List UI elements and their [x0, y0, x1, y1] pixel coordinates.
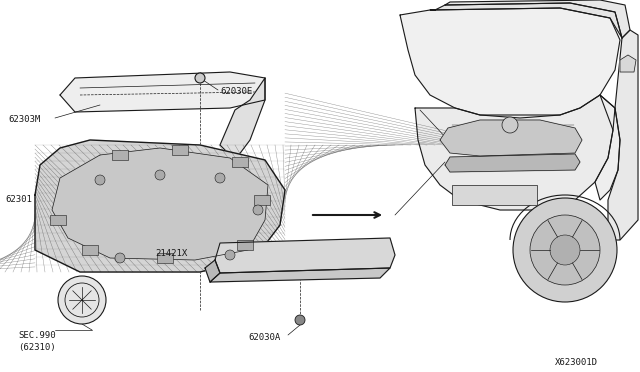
Circle shape — [225, 250, 235, 260]
Circle shape — [502, 117, 518, 133]
Bar — [232, 157, 248, 167]
Circle shape — [195, 73, 205, 83]
Polygon shape — [60, 72, 265, 112]
Bar — [254, 195, 270, 205]
Bar — [237, 240, 253, 250]
Polygon shape — [430, 3, 622, 38]
Circle shape — [295, 315, 305, 325]
Text: SEC.990: SEC.990 — [18, 331, 56, 340]
Bar — [112, 150, 128, 160]
Polygon shape — [415, 95, 615, 210]
Polygon shape — [440, 120, 582, 156]
Circle shape — [58, 276, 106, 324]
Polygon shape — [52, 148, 268, 260]
Circle shape — [215, 173, 225, 183]
Polygon shape — [220, 78, 265, 160]
Bar — [50, 215, 66, 225]
Polygon shape — [595, 95, 620, 200]
Bar — [82, 245, 98, 255]
Polygon shape — [400, 8, 620, 118]
Polygon shape — [35, 140, 285, 272]
Circle shape — [253, 205, 263, 215]
Bar — [157, 253, 173, 263]
Text: X623001D: X623001D — [555, 358, 598, 367]
Text: 21421X: 21421X — [155, 249, 188, 258]
Polygon shape — [445, 0, 630, 38]
Circle shape — [513, 198, 617, 302]
Circle shape — [530, 215, 600, 285]
Circle shape — [550, 235, 580, 265]
Circle shape — [115, 253, 125, 263]
Text: 62030A: 62030A — [248, 333, 280, 342]
Polygon shape — [608, 30, 638, 240]
Circle shape — [95, 175, 105, 185]
Text: 62301: 62301 — [5, 195, 32, 204]
Text: 62030E: 62030E — [220, 87, 252, 96]
Bar — [452, 185, 537, 205]
Text: 62303M: 62303M — [8, 115, 40, 124]
Text: (62310): (62310) — [18, 343, 56, 352]
Polygon shape — [205, 260, 220, 282]
Polygon shape — [620, 55, 636, 72]
Circle shape — [155, 170, 165, 180]
Polygon shape — [445, 154, 580, 172]
Polygon shape — [210, 268, 390, 282]
Polygon shape — [215, 238, 395, 273]
Bar — [172, 145, 188, 155]
